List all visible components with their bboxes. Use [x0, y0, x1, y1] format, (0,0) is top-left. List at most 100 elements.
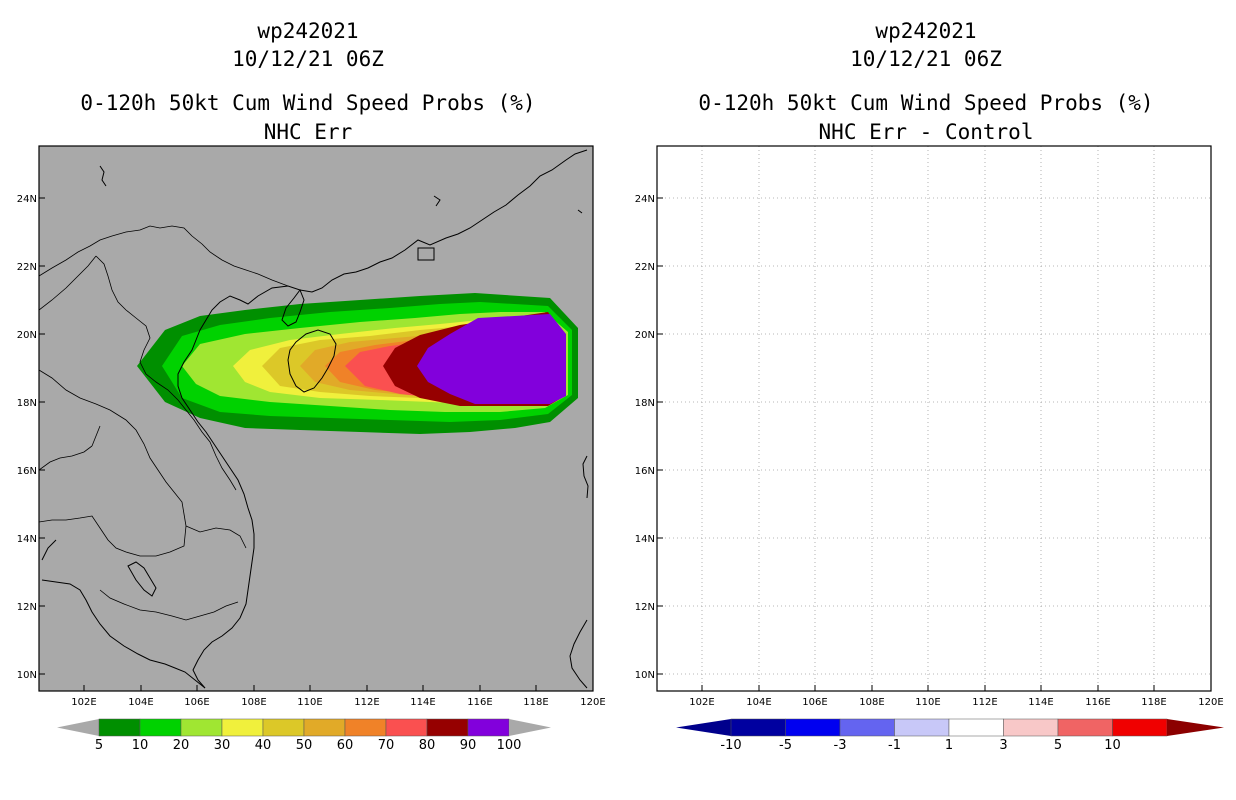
right-lon-tick-label: 112E: [972, 697, 997, 708]
right-map-background: [657, 146, 1211, 691]
right-colorbar: -10 -5 -3 -1 1 3 5 10: [676, 718, 1224, 753]
left-lon-tick-label: 102E: [71, 697, 96, 708]
right-lat-tick-label: 20N: [635, 330, 655, 341]
left-lat-tick-label: 18N: [17, 398, 37, 409]
left-lon-tick-label: 116E: [467, 697, 492, 708]
left-colorbar: 5 10 20 30 40 50 60 70 80 90 100: [57, 718, 551, 753]
right-lon-tick-label: 120E: [1198, 697, 1223, 708]
left-lat-tick-label: 20N: [17, 330, 37, 341]
right-lon-axis: 102E 104E 106E 108E 110E 112E 114E 116E 118E 120E: [689, 685, 1224, 708]
right-lon-tick-label: 102E: [689, 697, 714, 708]
colorbar-label: 60: [337, 738, 354, 753]
right-datetime: 10/12/21 06Z: [850, 47, 1002, 71]
right-subtitle: NHC Err - Control: [819, 120, 1034, 144]
left-lat-tick-label: 14N: [17, 534, 37, 545]
colorbar-label: 5: [95, 738, 103, 753]
right-lat-tick-label: 22N: [635, 262, 655, 273]
colorbar-swatch: [839, 718, 895, 737]
right-lat-tick-label: 18N: [635, 398, 655, 409]
right-lon-tick-label: 116E: [1085, 697, 1110, 708]
colorbar-label: 90: [460, 738, 477, 753]
right-title: 0-120h 50kt Cum Wind Speed Probs (%): [698, 91, 1153, 115]
left-lon-tick-label: 118E: [523, 697, 548, 708]
left-lon-tick-label: 104E: [128, 697, 153, 708]
right-lat-axis: 24N 22N 20N 18N 16N 14N 12N 10N: [635, 194, 663, 681]
left-title: 0-120h 50kt Cum Wind Speed Probs (%): [80, 91, 535, 115]
colorbar-label: 20: [173, 738, 190, 753]
colorbar-swatch: [303, 718, 346, 737]
colorbar-label: 70: [378, 738, 395, 753]
colorbar-swatch: [344, 718, 387, 737]
colorbar-swatch: [221, 718, 264, 737]
right-lat-tick-label: 12N: [635, 602, 655, 613]
right-lat-tick-label: 10N: [635, 670, 655, 681]
colorbar-label: 5: [1054, 738, 1062, 753]
colorbar-swatch: [1003, 718, 1059, 737]
left-datetime: 10/12/21 06Z: [232, 47, 384, 71]
colorbar-label: 30: [214, 738, 231, 753]
left-lat-tick-label: 16N: [17, 466, 37, 477]
colorbar-swatch: [730, 718, 786, 737]
prob-band-90: [417, 314, 566, 404]
left-lat-tick-label: 10N: [17, 670, 37, 681]
right-map-frame: [656, 145, 1212, 692]
colorbar-label: -5: [779, 738, 792, 753]
left-panel: wp242021 10/12/21 06Z 0-120h 50kt Cum Wi…: [17, 19, 606, 753]
left-lon-tick-label: 108E: [241, 697, 266, 708]
right-lon-tick-label: 118E: [1141, 697, 1166, 708]
colorbar-swatch: [180, 718, 223, 737]
colorbar-lower-extend: [57, 719, 99, 736]
left-lon-tick-label: 110E: [297, 697, 322, 708]
left-subtitle: NHC Err: [264, 120, 353, 144]
left-storm-id: wp242021: [257, 19, 358, 43]
colorbar-label: 10: [132, 738, 149, 753]
colorbar-lower-extend: [676, 719, 731, 736]
colorbar-swatch: [139, 718, 182, 737]
colorbar-label: -3: [834, 738, 847, 753]
colorbar-swatch: [426, 718, 469, 737]
colorbar-swatch: [98, 718, 141, 737]
right-lon-tick-label: 114E: [1028, 697, 1053, 708]
colorbar-label: -1: [888, 738, 901, 753]
left-lat-tick-label: 12N: [17, 602, 37, 613]
left-lon-tick-label: 114E: [410, 697, 435, 708]
left-lon-tick-label: 106E: [184, 697, 209, 708]
right-lat-tick-label: 16N: [635, 466, 655, 477]
right-lat-tick-label: 14N: [635, 534, 655, 545]
colorbar-label: 80: [419, 738, 436, 753]
colorbar-swatch: [1112, 718, 1168, 737]
colorbar-label: 100: [497, 738, 522, 753]
left-lat-tick-label: 22N: [17, 262, 37, 273]
right-lat-tick-label: 24N: [635, 194, 655, 205]
left-map-frame: [38, 145, 594, 692]
colorbar-swatch: [262, 718, 305, 737]
colorbar-label: 3: [999, 738, 1007, 753]
colorbar-upper-extend: [509, 719, 551, 736]
left-lat-axis: 24N 22N 20N 18N 16N 14N 12N 10N: [17, 194, 45, 681]
colorbar-swatch: [785, 718, 841, 737]
colorbar-swatch: [385, 718, 428, 737]
left-lon-tick-label: 120E: [580, 697, 605, 708]
colorbar-label: 1: [945, 738, 953, 753]
left-lon-tick-label: 112E: [354, 697, 379, 708]
right-panel: wp242021 10/12/21 06Z 0-120h 50kt Cum Wi…: [635, 19, 1224, 753]
probability-swath: [137, 293, 578, 434]
right-storm-id: wp242021: [875, 19, 976, 43]
colorbar-label: -10: [720, 738, 741, 753]
right-lon-tick-label: 108E: [859, 697, 884, 708]
colorbar-label: 10: [1104, 738, 1121, 753]
right-gridlines: [657, 146, 1211, 691]
colorbar-swatch: [948, 718, 1004, 737]
colorbar-swatch: [1057, 718, 1113, 737]
right-lon-tick-label: 110E: [915, 697, 940, 708]
left-lon-axis: 102E 104E 106E 108E 110E 112E 114E 116E 118E 120E: [71, 685, 606, 708]
colorbar-swatch: [894, 718, 950, 737]
colorbar-label: 40: [255, 738, 272, 753]
colorbar-swatch: [467, 718, 510, 737]
right-lon-tick-label: 104E: [746, 697, 771, 708]
colorbar-upper-extend: [1167, 719, 1224, 736]
right-lon-tick-label: 106E: [802, 697, 827, 708]
colorbar-label: 50: [296, 738, 313, 753]
left-lat-tick-label: 24N: [17, 194, 37, 205]
